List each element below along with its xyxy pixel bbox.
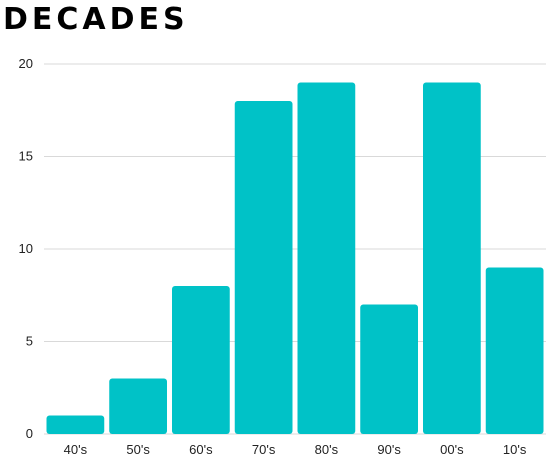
y-tick-label: 15 (19, 149, 33, 164)
y-tick-label: 0 (26, 426, 33, 441)
y-axis-ticks: 0 5 10 15 20 (19, 56, 33, 441)
x-tick-label: 60's (189, 442, 213, 457)
x-tick-label: 00's (440, 442, 464, 457)
x-tick-label: 80's (315, 442, 339, 457)
y-tick-label: 5 (26, 334, 33, 349)
bars (46, 82, 544, 434)
y-tick-label: 20 (19, 56, 33, 71)
bar-70s (234, 101, 293, 434)
bar-60s (172, 286, 230, 434)
y-tick-label: 10 (19, 241, 33, 256)
x-tick-label: 40's (64, 442, 88, 457)
x-axis-ticks: 40's 50's 60's 70's 80's 90's 00's 10's (64, 442, 527, 457)
bar-00s (423, 82, 481, 434)
chart-title: DECADES (3, 2, 189, 37)
x-tick-label: 10's (503, 442, 527, 457)
bar-80s (297, 82, 356, 434)
bar-40s (46, 415, 105, 434)
bar-90s (360, 304, 418, 434)
x-tick-label: 90's (377, 442, 401, 457)
x-tick-label: 50's (126, 442, 150, 457)
bar-50s (109, 378, 167, 434)
bar-10s (485, 267, 544, 434)
x-tick-label: 70's (252, 442, 276, 457)
